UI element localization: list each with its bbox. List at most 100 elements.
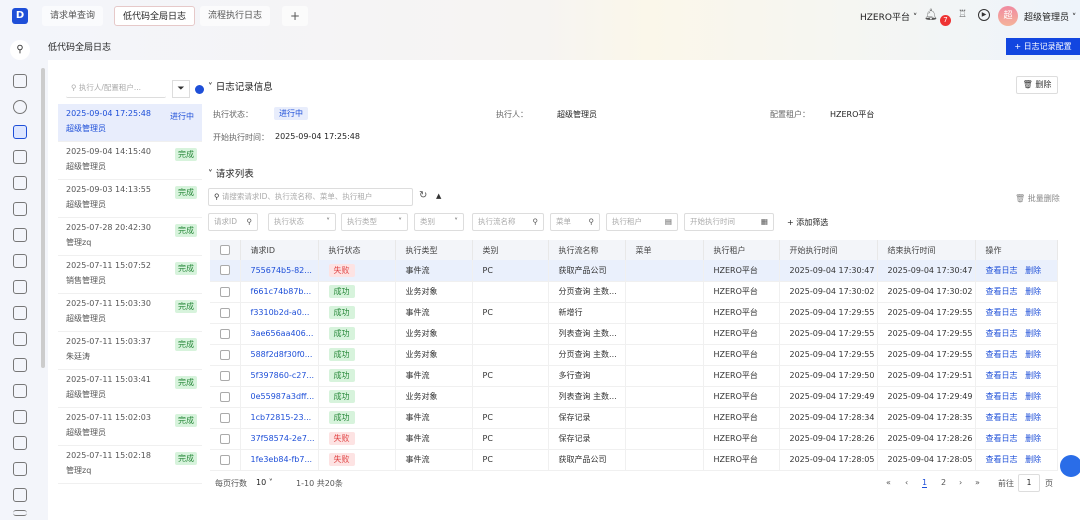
log-list-item[interactable]: 2025-07-11 15:03:41 超级管理员 完成 [58,370,202,408]
filter-field[interactable]: 请求ID ⚲ [208,213,258,231]
delete-link[interactable]: 删除 [1025,392,1042,401]
log-list-item[interactable]: 2025-07-11 15:02:18 管理zq 完成 [58,446,202,484]
request-id-link[interactable]: 755674b5-82... [250,265,312,275]
table-row[interactable]: 1cb72815-23... 成功 事件流 PC 保存记录 HZERO平台 2025-09-… [210,407,1058,429]
tab-flow-log[interactable]: 流程执行日志 [200,6,271,26]
log-list-item[interactable]: 2025-07-11 15:03:37 朱廷涛 完成 [58,332,202,370]
collapse-up-icon[interactable]: ▲ [436,192,442,200]
menu-icon[interactable] [13,100,27,114]
user-menu[interactable]: 超级管理员 ˅ [1024,10,1076,23]
filter-field[interactable]: 类别 ˅ [414,213,464,231]
menu-icon[interactable] [13,410,27,424]
request-id-link[interactable]: 5f397860-c27... [250,371,315,380]
log-list-item[interactable]: 2025-09-04 17:25:48 超级管理员 进行中 [58,104,202,142]
select-all-checkbox[interactable] [220,245,230,255]
collapse-panel-icon[interactable] [195,85,204,94]
filter-field[interactable]: 执行流名称 ⚲ [472,213,544,231]
page-size-select[interactable]: 10 ˅ [256,478,273,487]
first-page-icon[interactable]: « [886,478,891,487]
view-log-link[interactable]: 查看日志 [985,265,1018,275]
filter-field[interactable]: 执行状态 ˅ [268,213,336,231]
row-checkbox[interactable] [220,391,230,402]
log-config-button[interactable]: + 日志记录配置 [1006,38,1080,55]
request-id-link[interactable]: 0e55987a3dff... [250,392,315,401]
log-list-item[interactable]: 2025-09-03 14:13:55 超级管理员 完成 [58,180,202,218]
request-id-link[interactable]: 3ae656aa406... [250,329,314,338]
filter-field[interactable]: 执行类型 ˅ [341,213,408,231]
menu-icon[interactable] [13,306,27,320]
request-id-link[interactable]: f661c74b87b... [250,287,312,296]
menu-icon[interactable] [13,254,27,268]
batch-delete-button[interactable]: 🗑︎ 批量删除 [1015,193,1060,204]
menu-icon[interactable] [13,436,27,450]
table-row[interactable]: 3ae656aa406... 成功 业务对象 列表查询 主数... HZERO平台 202… [210,323,1058,345]
row-checkbox[interactable] [220,412,230,423]
table-row[interactable]: f3310b2d-a0... 成功 事件流 PC 新增行 HZERO平台 2025-09-0… [210,302,1058,324]
menu-icon[interactable] [13,176,27,190]
delete-link[interactable]: 删除 [1025,413,1042,422]
log-list-item[interactable]: 2025-07-11 15:07:52 销售管理员 完成 [58,256,202,294]
view-log-link[interactable]: 查看日志 [985,392,1018,401]
scrollbar[interactable] [41,68,45,368]
filter-field[interactable]: 开始执行时间 ▦ [684,213,774,231]
delete-link[interactable]: 删除 [1025,434,1042,443]
log-list-item[interactable]: 2025-07-28 20:42:30 管理zq 完成 [58,218,202,256]
row-checkbox[interactable] [220,328,230,339]
bell-icon[interactable]: 🔔︎ [924,8,938,21]
delete-link[interactable]: 删除 [1025,371,1042,380]
delete-link[interactable]: 删除 [1025,287,1042,296]
filter-icon[interactable]: ⏷ [172,80,190,98]
menu-icon[interactable] [13,74,27,88]
log-list-item[interactable]: 2025-07-11 15:02:03 超级管理员 完成 [58,408,202,446]
filter-field[interactable]: 执行租户 ▤ [606,213,678,231]
menu-icon[interactable] [13,150,27,164]
table-row[interactable]: 1fe3eb84-fb7... 失败 事件流 PC 获取产品公司 HZERO平台 2025-… [210,449,1058,471]
request-id-link[interactable]: 1cb72815-23... [250,413,312,422]
refresh-icon[interactable]: ↻ [419,190,428,201]
menu-icon[interactable] [13,280,27,294]
gift-icon[interactable]: ♖ [958,9,967,20]
tenant-switcher[interactable]: HZERO平台 ˅ [860,10,917,23]
goto-page-input[interactable]: 1 [1018,474,1040,492]
prev-page-icon[interactable]: ‹ [905,478,909,487]
table-row[interactable]: 0e55987a3dff... 成功 业务对象 列表查询 主数... HZERO平台 20… [210,386,1058,408]
view-log-link[interactable]: 查看日志 [985,413,1018,422]
menu-icon[interactable] [13,462,27,476]
row-checkbox[interactable] [220,454,230,465]
add-tab-button[interactable]: + [282,6,309,26]
view-log-link[interactable]: 查看日志 [985,308,1018,317]
play-icon[interactable]: ▶ [978,9,990,21]
row-checkbox[interactable] [220,307,230,318]
row-checkbox[interactable] [220,370,230,381]
menu-icon[interactable] [13,358,27,372]
delete-button[interactable]: 🗑︎ 删除 [1016,76,1058,94]
delete-link[interactable]: 删除 [1025,455,1042,464]
row-checkbox[interactable] [220,286,230,297]
menu-icon[interactable] [13,488,27,502]
request-id-link[interactable]: f3310b2d-a0... [250,308,310,317]
request-id-link[interactable]: 1fe3eb84-fb7... [250,455,313,464]
menu-icon[interactable] [13,202,27,216]
table-row[interactable]: 755674b5-82... 失败 事件流 PC 获取产品公司 HZERO平台 2025-0… [210,260,1058,282]
delete-link[interactable]: 删除 [1025,308,1042,317]
view-log-link[interactable]: 查看日志 [985,350,1018,359]
page-1[interactable]: 1 [922,478,928,488]
table-row[interactable]: 37f58574-2e7... 失败 事件流 PC 保存记录 HZERO平台 2025-09… [210,428,1058,450]
table-row[interactable]: 5f397860-c27... 成功 事件流 PC 多行查询 HZERO平台 2025-09… [210,365,1058,387]
menu-icon[interactable] [13,332,27,346]
row-checkbox[interactable] [220,349,230,360]
collapse-icon[interactable] [13,510,27,516]
tab-lowcode-log[interactable]: 低代码全局日志 [114,6,196,26]
log-list-item[interactable]: 2025-09-04 14:15:40 超级管理员 完成 [58,142,202,180]
menu-icon[interactable] [13,384,27,398]
menu-icon[interactable] [13,228,27,242]
request-id-link[interactable]: 588f2d8f30f0... [250,350,313,359]
page-2[interactable]: 2 [941,478,947,487]
delete-link[interactable]: 删除 [1025,265,1042,275]
request-section-header[interactable]: ˅ 请求列表 [208,166,254,180]
menu-icon[interactable] [13,125,27,139]
request-id-link[interactable]: 37f58574-2e7... [250,434,315,443]
tab-request-query[interactable]: 请求单查询 [42,6,104,26]
row-checkbox[interactable] [220,433,230,444]
view-log-link[interactable]: 查看日志 [985,371,1018,380]
